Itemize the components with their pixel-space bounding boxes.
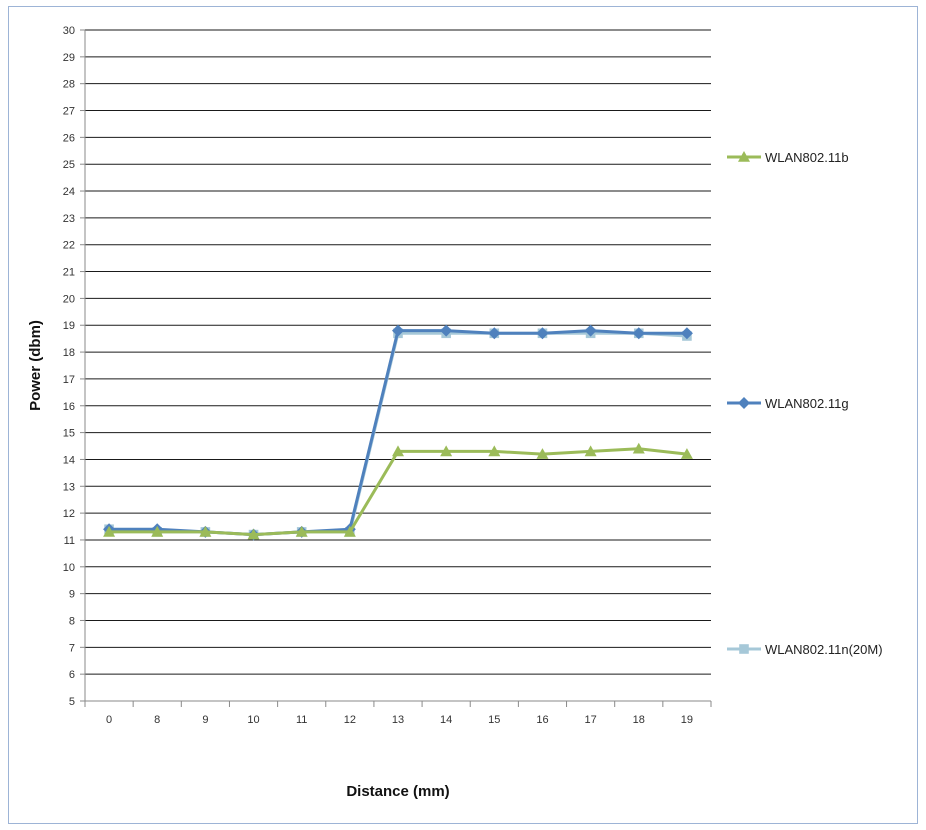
data-point bbox=[536, 327, 549, 340]
x-tick-label: 8 bbox=[154, 714, 160, 726]
series-lines bbox=[103, 324, 693, 541]
x-tick-label: 17 bbox=[584, 714, 596, 726]
data-point bbox=[584, 445, 597, 457]
data-point bbox=[488, 327, 501, 340]
y-tick-label: 8 bbox=[69, 615, 75, 627]
legend-marker bbox=[738, 397, 750, 409]
y-tick-label: 7 bbox=[69, 642, 75, 654]
y-tick-label: 28 bbox=[63, 79, 75, 91]
y-tick-labels: 5 6 7 8 9 10 11 12 13 14 15 16 17 18 19 20 21 22 23 24 25 26 2… bbox=[63, 25, 75, 708]
x-tick-label: 9 bbox=[202, 714, 208, 726]
y-tick-label: 5 bbox=[69, 696, 75, 708]
legend-marker bbox=[739, 644, 749, 654]
power-vs-distance-chart: 5 6 7 8 9 10 11 12 13 14 15 16 17 18 19 20 21 22 23 24 25 26 2… bbox=[27, 25, 883, 800]
data-point bbox=[584, 324, 597, 337]
y-tick-label: 11 bbox=[64, 535, 75, 547]
data-point bbox=[151, 525, 164, 537]
series-2 bbox=[104, 328, 692, 540]
x-tick-labels: 0 8 9 10 11 12 13 14 15 16 17 18 19 bbox=[106, 714, 693, 726]
legend-label: WLAN802.11b bbox=[765, 150, 849, 165]
y-tick-label: 9 bbox=[69, 589, 75, 601]
data-point bbox=[440, 445, 453, 457]
data-point bbox=[680, 327, 693, 340]
x-tick-label: 10 bbox=[247, 714, 259, 726]
data-point bbox=[488, 445, 501, 457]
data-point bbox=[103, 525, 116, 537]
y-tick-label: 15 bbox=[63, 428, 75, 440]
y-tick-label: 19 bbox=[63, 320, 75, 332]
x-tick-label: 19 bbox=[681, 714, 693, 726]
data-point bbox=[440, 324, 453, 337]
x-tick-label: 12 bbox=[344, 714, 356, 726]
x-tick-label: 15 bbox=[488, 714, 500, 726]
y-tick-label: 16 bbox=[63, 401, 75, 413]
data-point bbox=[632, 442, 645, 454]
legend-marker bbox=[738, 151, 750, 162]
data-point bbox=[343, 525, 356, 537]
x-tick-label: 18 bbox=[633, 714, 645, 726]
y-tick-label: 17 bbox=[63, 374, 75, 386]
x-tick-label: 11 bbox=[296, 714, 307, 726]
data-point bbox=[199, 525, 212, 537]
y-tick-label: 24 bbox=[63, 186, 75, 198]
data-point bbox=[536, 448, 549, 459]
y-tick-label: 30 bbox=[63, 25, 75, 37]
legend-item: WLAN802.11g bbox=[727, 396, 849, 411]
data-point bbox=[392, 445, 404, 457]
y-tick-label: 23 bbox=[63, 213, 75, 225]
y-tick-label: 12 bbox=[63, 508, 75, 520]
y-tick-label: 21 bbox=[63, 267, 75, 279]
data-point bbox=[392, 324, 404, 337]
y-tick-label: 25 bbox=[63, 159, 75, 171]
x-tick-label: 0 bbox=[106, 714, 112, 726]
data-point bbox=[247, 528, 260, 540]
legend: WLAN802.11b WLAN802.11g WLAN802.11n(20M) bbox=[727, 150, 883, 657]
y-tick-label: 10 bbox=[63, 562, 75, 574]
legend-label: WLAN802.11n(20M) bbox=[765, 642, 883, 657]
x-tick-label: 13 bbox=[392, 714, 404, 726]
legend-item: WLAN802.11n(20M) bbox=[727, 642, 883, 657]
y-axis-title: Power (dbm) bbox=[27, 320, 44, 411]
series-line bbox=[109, 447, 688, 537]
series-line bbox=[108, 331, 688, 537]
series-0 bbox=[103, 442, 693, 540]
y-tick-label: 22 bbox=[63, 240, 75, 252]
chart-frame: 5 6 7 8 9 10 11 12 13 14 15 16 17 18 19 20 21 22 23 24 25 26 2… bbox=[8, 6, 918, 824]
y-tick-label: 14 bbox=[63, 454, 75, 466]
y-tick-label: 26 bbox=[63, 132, 75, 144]
x-tick-label: 16 bbox=[536, 714, 548, 726]
y-tick-label: 20 bbox=[63, 293, 75, 305]
data-point bbox=[680, 448, 693, 459]
data-point bbox=[632, 327, 645, 340]
data-point bbox=[295, 525, 308, 537]
axes bbox=[80, 29, 712, 707]
gridlines bbox=[85, 29, 711, 702]
y-tick-label: 6 bbox=[69, 669, 75, 681]
y-tick-label: 13 bbox=[63, 481, 75, 493]
y-tick-label: 27 bbox=[63, 106, 75, 118]
x-axis-title: Distance (mm) bbox=[346, 783, 449, 800]
y-tick-label: 29 bbox=[63, 52, 75, 64]
legend-item: WLAN802.11b bbox=[727, 150, 849, 165]
y-tick-label: 18 bbox=[63, 347, 75, 359]
x-tick-label: 14 bbox=[440, 714, 452, 726]
legend-label: WLAN802.11g bbox=[765, 396, 849, 411]
